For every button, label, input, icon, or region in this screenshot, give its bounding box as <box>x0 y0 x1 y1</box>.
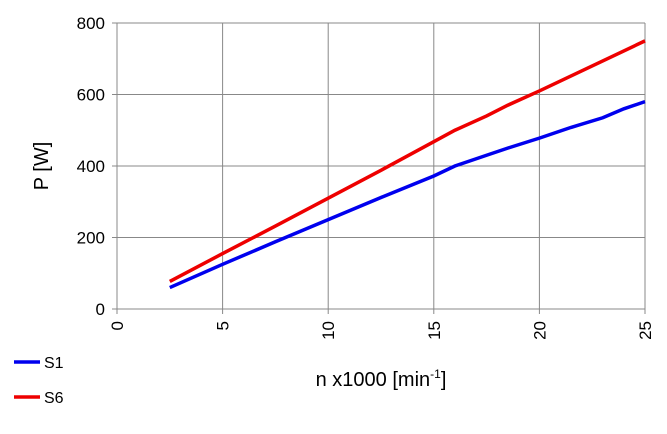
line <box>169 99 646 290</box>
y-tick-label: 0 <box>96 300 105 319</box>
x-tick-label: 10 <box>319 321 338 340</box>
x-tick-label: 0 <box>108 321 127 330</box>
x-axis-label: n x1000 [min-1] <box>316 367 447 391</box>
y-tick-label: 800 <box>77 14 105 33</box>
line <box>168 39 646 284</box>
y-tick-label: 600 <box>77 86 105 105</box>
x-label-superscript: -1 <box>430 367 441 381</box>
legend-label: S1 <box>44 355 64 372</box>
y-tick-label: 200 <box>77 229 105 248</box>
x-tick-label: 5 <box>214 321 233 330</box>
x-label-suffix: ] <box>441 369 447 391</box>
x-tick-label: 20 <box>530 321 549 340</box>
y-tick-label: 400 <box>77 157 105 176</box>
y-axis-label: P [W] <box>31 142 53 191</box>
x-tick-label: 25 <box>636 321 655 340</box>
legend-label: S6 <box>44 390 64 407</box>
x-label-text: n x1000 [min <box>316 369 431 391</box>
x-tick-label: 15 <box>425 321 444 340</box>
